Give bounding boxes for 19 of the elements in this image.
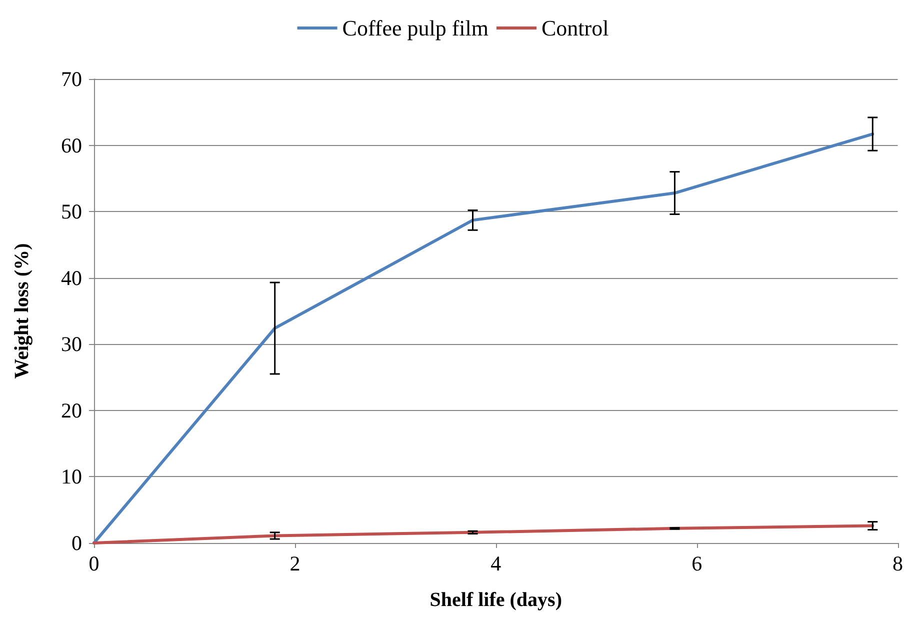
line-series — [92, 524, 874, 544]
x-tick-label: 4 — [490, 552, 502, 576]
y-tick-label: 0 — [72, 531, 82, 555]
y-tick-label: 30 — [61, 332, 82, 356]
x-tick-label: 2 — [290, 552, 300, 576]
y-tick-label: 20 — [61, 398, 82, 422]
legend-label: Coffee pulp film — [342, 16, 489, 40]
line-series — [92, 132, 874, 544]
y-tick-label: 70 — [61, 67, 82, 91]
x-tick-label: 0 — [88, 552, 100, 576]
y-tick-label: 60 — [61, 133, 82, 158]
x-tick-label: 6 — [692, 552, 702, 576]
legend-label: Control — [542, 16, 609, 40]
x-axis-title: Shelf life (days) — [430, 589, 562, 611]
x-tick-label: 8 — [892, 552, 903, 576]
y-tick-label: 10 — [61, 464, 82, 489]
y-tick-label: 50 — [61, 200, 82, 224]
y-axis-title: Weight loss (%) — [11, 243, 33, 379]
y-tick-label: 40 — [61, 266, 82, 290]
